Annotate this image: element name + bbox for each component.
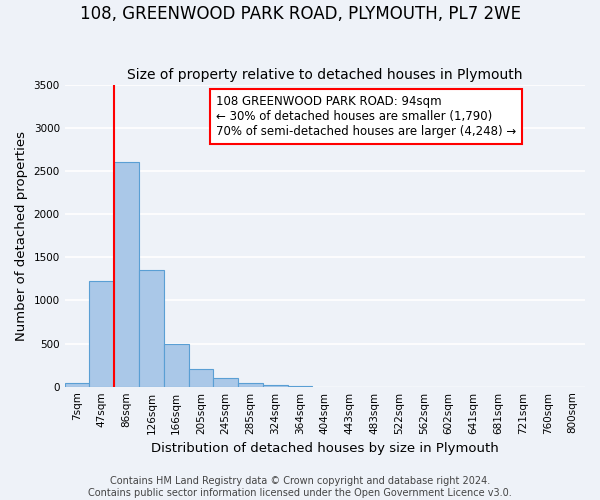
Bar [214,378,238,386]
Text: Contains HM Land Registry data © Crown copyright and database right 2024.
Contai: Contains HM Land Registry data © Crown c… [88,476,512,498]
Bar [114,162,139,386]
Bar [164,344,188,386]
Y-axis label: Number of detached properties: Number of detached properties [15,130,28,340]
Text: 108 GREENWOOD PARK ROAD: 94sqm
← 30% of detached houses are smaller (1,790)
70% : 108 GREENWOOD PARK ROAD: 94sqm ← 30% of … [215,95,516,138]
Bar [89,280,114,386]
Bar [238,383,263,386]
Bar [65,383,89,386]
Title: Size of property relative to detached houses in Plymouth: Size of property relative to detached ho… [127,68,523,82]
X-axis label: Distribution of detached houses by size in Plymouth: Distribution of detached houses by size … [151,442,499,455]
Bar [188,370,214,386]
Bar [139,270,164,386]
Text: 108, GREENWOOD PARK ROAD, PLYMOUTH, PL7 2WE: 108, GREENWOOD PARK ROAD, PLYMOUTH, PL7 … [79,5,521,23]
